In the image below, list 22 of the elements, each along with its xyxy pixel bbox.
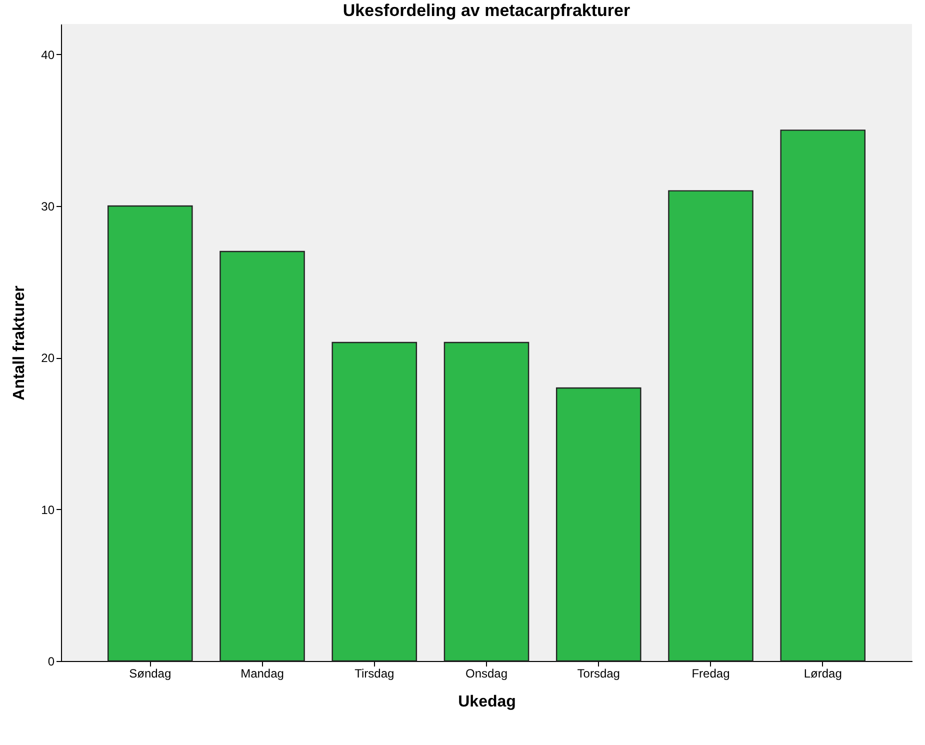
- y-tick-label: 30: [41, 200, 55, 214]
- bar: [668, 190, 754, 662]
- x-tick-label: Søndag: [129, 666, 172, 680]
- bar: [780, 130, 866, 662]
- y-tick-label: 40: [41, 48, 55, 62]
- bar: [332, 342, 418, 662]
- x-axis-title: Ukedag: [458, 694, 516, 710]
- bar: [220, 250, 305, 662]
- bar: [107, 205, 193, 662]
- bar: [556, 387, 642, 662]
- y-tick-label: 0: [48, 654, 55, 668]
- x-tick-label: Onsdag: [465, 666, 508, 680]
- y-tick-label: 20: [41, 351, 55, 366]
- x-tick-label: Lørdag: [804, 666, 842, 680]
- x-tick-label: Torsdag: [577, 666, 620, 680]
- x-tick-label: Fredag: [692, 666, 730, 680]
- x-tick-label: Mandag: [240, 666, 284, 680]
- y-tick-label: 10: [41, 502, 55, 517]
- x-tick-label: Tirsdag: [354, 666, 394, 680]
- bar: [444, 342, 530, 662]
- chart-title: Ukesfordeling av metacarpfrakturer: [342, 1, 630, 20]
- y-axis-title: Antall frakturer: [11, 286, 28, 400]
